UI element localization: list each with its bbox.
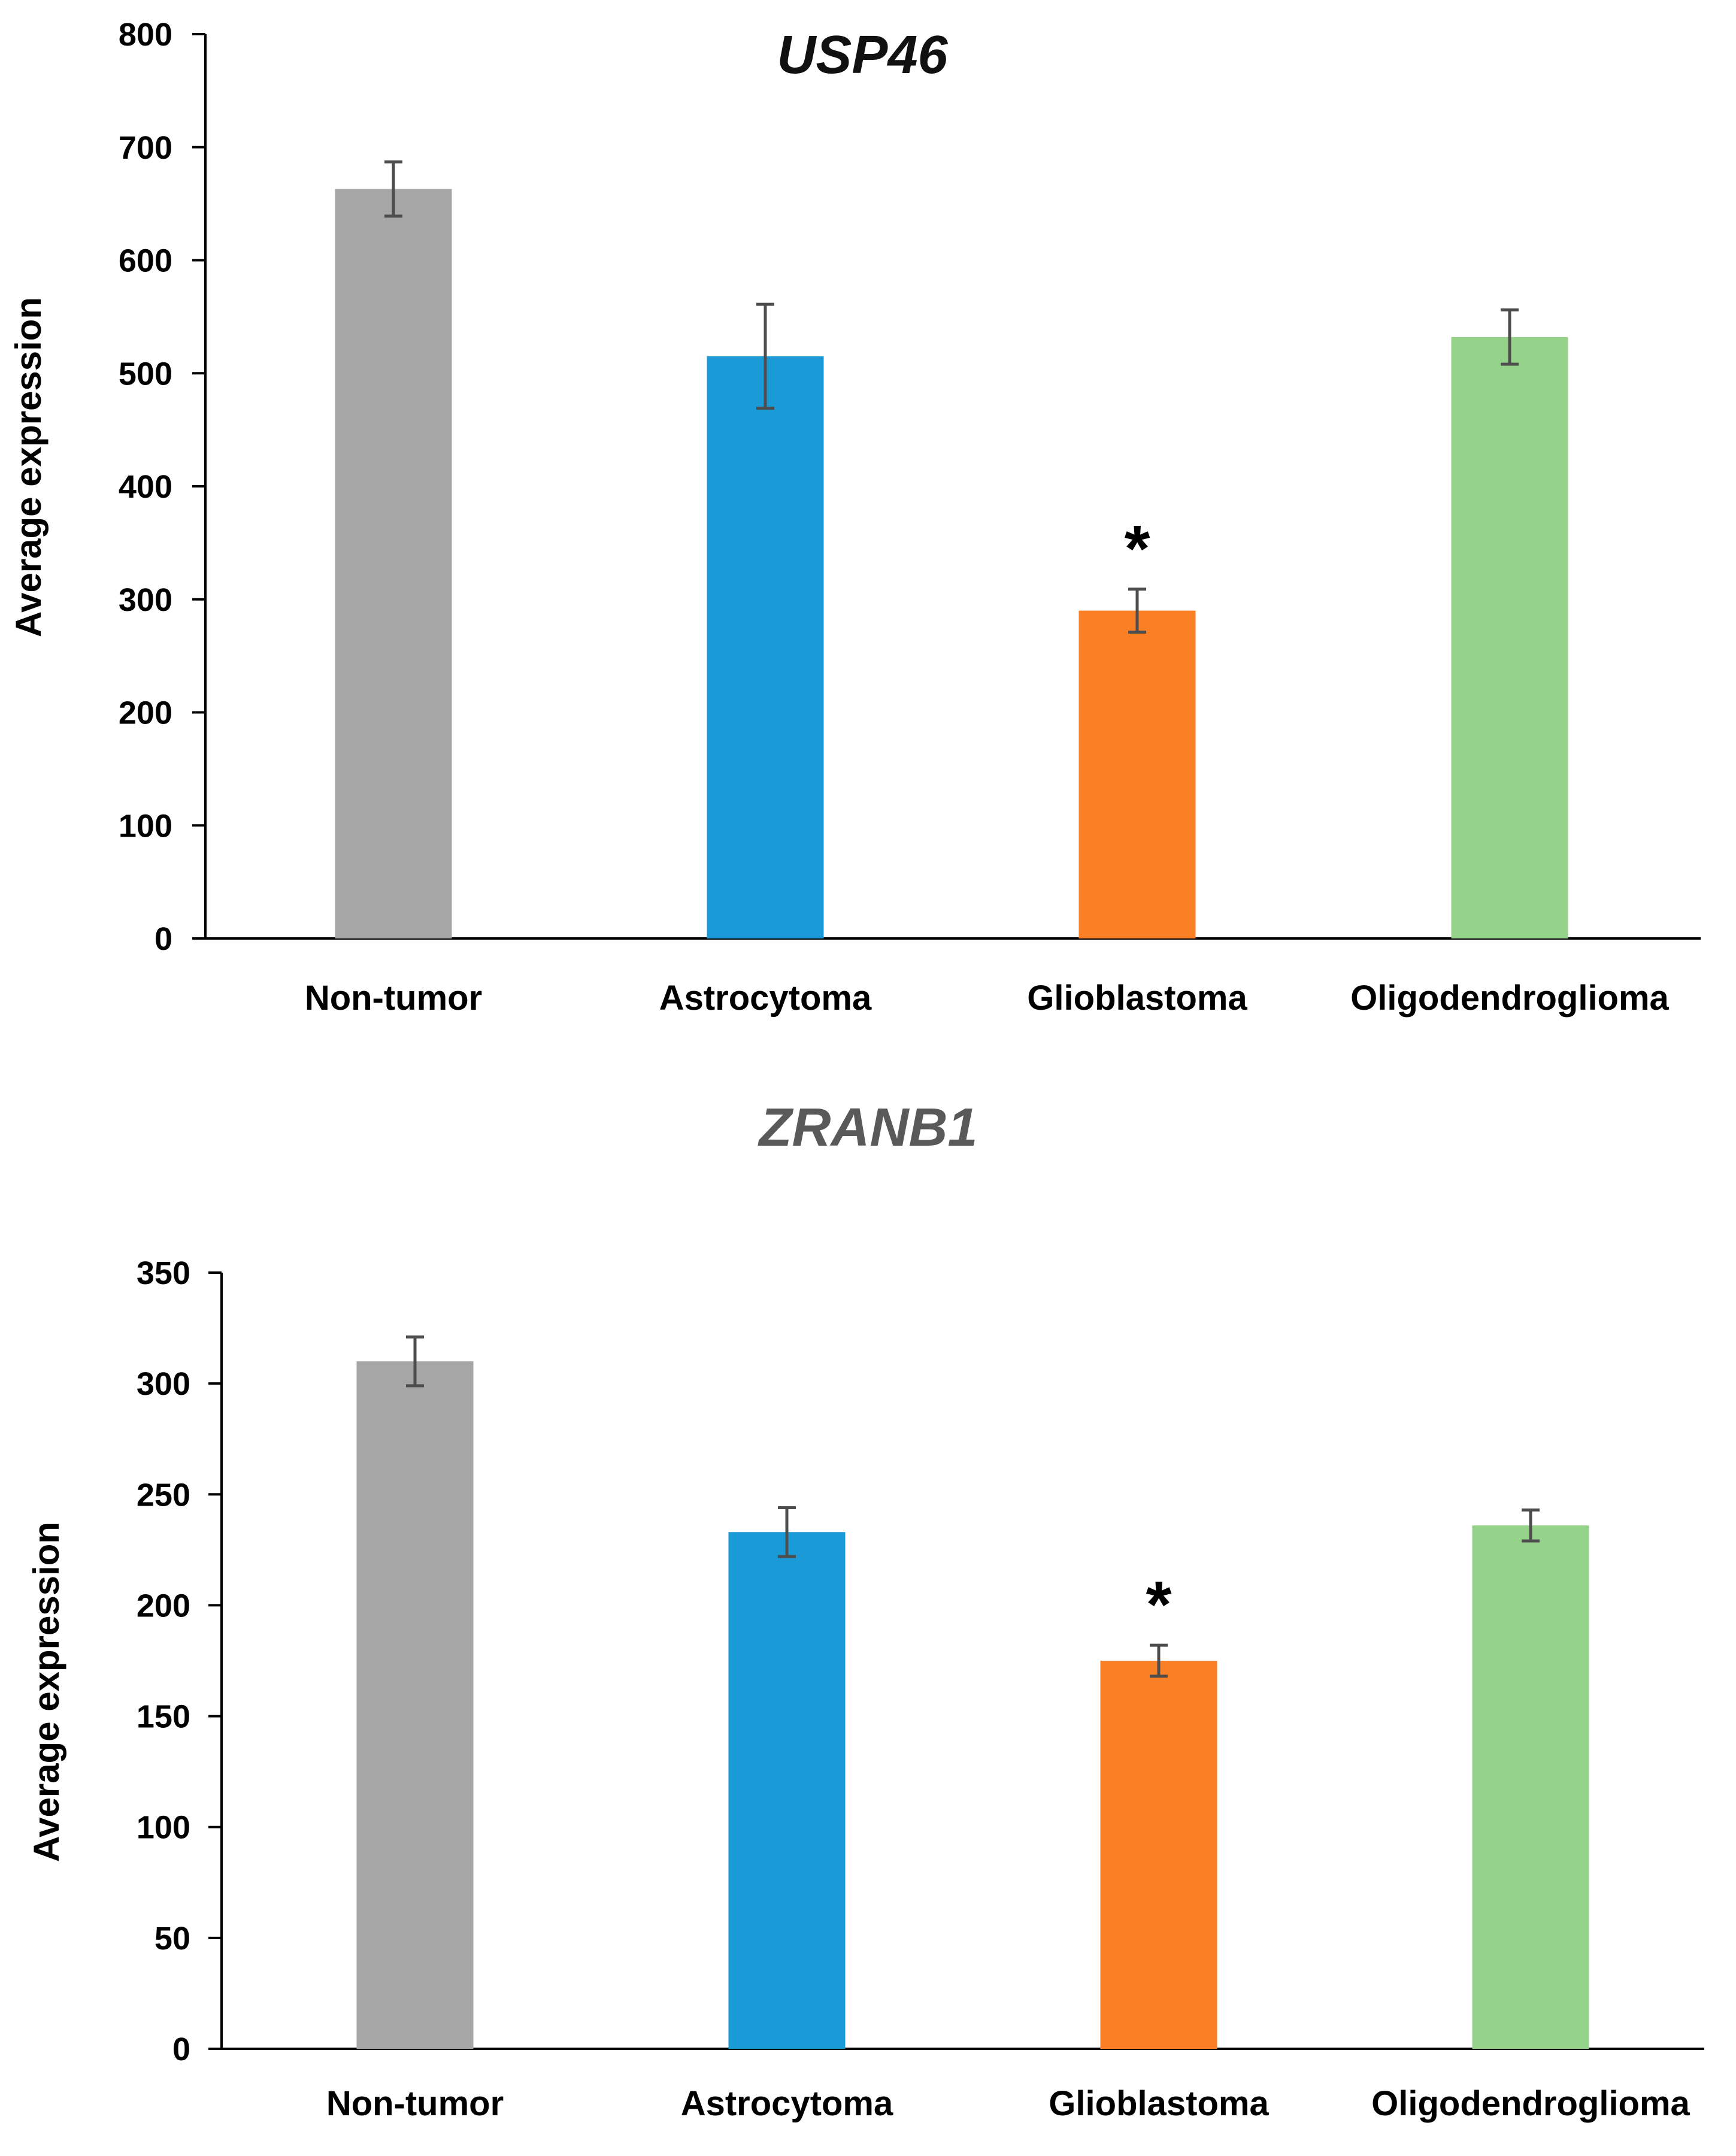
usp46-category-label: Non-tumor [305, 979, 482, 1018]
zranb1-bar [1472, 1525, 1589, 2049]
zranb1-y-tick-label: 100 [137, 1810, 190, 1846]
usp46-bar [707, 356, 824, 938]
usp46-chart: USP46 Average expression 0 100 200 300 400 500 6… [0, 0, 1736, 1066]
usp46-y-tick-label: 600 [119, 243, 172, 279]
zranb1-y-tick-label: 300 [137, 1366, 190, 1402]
usp46-category-label: Oligodendroglioma [1350, 979, 1669, 1018]
zranb1-chart-svg: ZRANB1 Average expression 0 50 100 150 200 250 3… [26, 1098, 1704, 2123]
usp46-y-tick-label: 300 [119, 582, 172, 618]
usp46-y-tick-label: 700 [119, 130, 172, 166]
usp46-y-tick-label: 0 [154, 921, 172, 957]
zranb1-y-axis-title: Average expression [26, 1522, 66, 1862]
usp46-y-tick-label: 100 [119, 808, 172, 844]
zranb1-title: ZRANB1 [757, 1098, 977, 1158]
usp46-bar [1451, 337, 1568, 938]
zranb1-category-label: Astrocytoma [681, 2084, 893, 2123]
zranb1-y-tick-label: 50 [154, 1921, 190, 1957]
usp46-category-label: Astrocytoma [659, 979, 872, 1018]
zranb1-significance-marker: * [1146, 1568, 1172, 1642]
zranb1-y-tick-label: 150 [137, 1699, 190, 1735]
usp46-significance-marker: * [1125, 512, 1150, 586]
zranb1-chart: ZRANB1 Average expression 0 50 100 150 200 250 3… [0, 1066, 1736, 2156]
zranb1-category-label: Glioblastoma [1049, 2084, 1269, 2123]
zranb1-category-label: Oligodendroglioma [1371, 2084, 1690, 2123]
zranb1-category-label: Non-tumor [326, 2084, 504, 2123]
usp46-category-label: Glioblastoma [1027, 979, 1247, 1018]
usp46-y-tick-label: 500 [119, 356, 172, 392]
usp46-y-axis-title: Average expression [8, 297, 49, 637]
usp46-y-tick-label: 800 [119, 17, 172, 53]
usp46-y-tick-label: 200 [119, 695, 172, 731]
usp46-bar [335, 189, 452, 938]
zranb1-bar [728, 1532, 846, 2049]
zranb1-y-tick-label: 350 [137, 1255, 190, 1291]
usp46-y-tick-label: 400 [119, 469, 172, 505]
usp46-title: USP46 [777, 25, 948, 85]
zranb1-y-tick-label: 0 [172, 2031, 190, 2067]
usp46-chart-svg: USP46 Average expression 0 100 200 300 400 500 6… [8, 17, 1701, 1018]
zranb1-y-tick-label: 200 [137, 1588, 190, 1624]
usp46-bar [1078, 610, 1196, 938]
zranb1-y-tick-label: 250 [137, 1477, 190, 1513]
zranb1-bar [356, 1361, 474, 2049]
zranb1-bar [1100, 1661, 1217, 2049]
